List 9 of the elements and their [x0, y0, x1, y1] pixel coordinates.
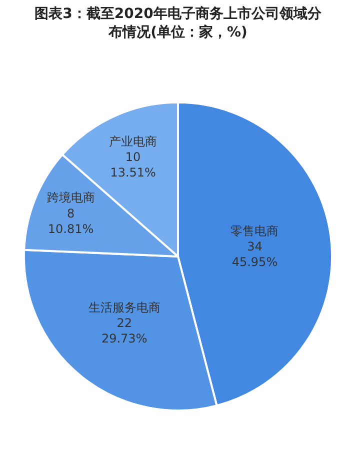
chart-title: 图表3：截至2020年电子商务上市公司领域分布情况(单位：家，%): [34, 5, 322, 40]
slice-label: 生活服务电商: [88, 300, 160, 314]
slice-label: 零售电商: [230, 224, 279, 238]
data-label: 22 29.73%: [101, 316, 148, 346]
data-label: 8 10.81%: [48, 206, 94, 236]
slice-label: 跨境电商: [46, 190, 95, 205]
data-label: 34 45.95%: [232, 240, 278, 270]
data-label: 10 13.51%: [110, 150, 156, 180]
slice-label: 产业电商: [109, 134, 158, 148]
